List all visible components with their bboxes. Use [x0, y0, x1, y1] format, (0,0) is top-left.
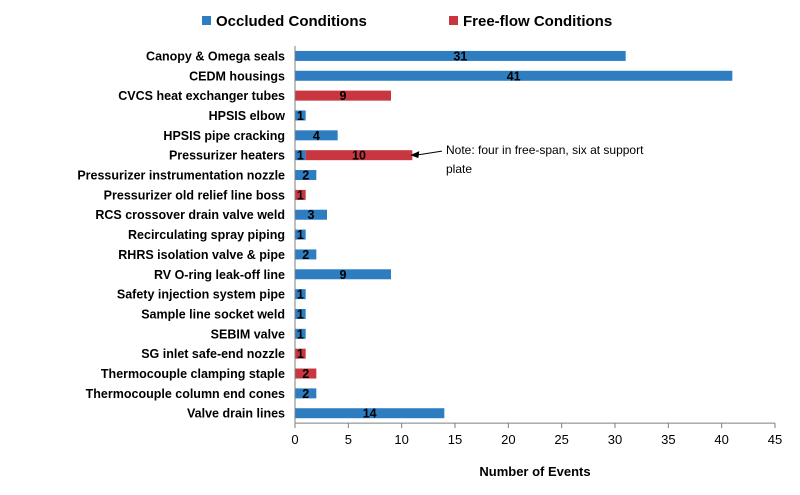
data-label: 41	[507, 69, 521, 83]
bar-free-flow	[295, 348, 306, 359]
category-label: CEDM housings	[189, 69, 285, 83]
x-tick-label: 35	[661, 432, 675, 447]
data-label: 2	[302, 169, 309, 183]
data-label: 2	[302, 367, 309, 381]
data-label: 1	[297, 188, 304, 202]
data-label: 1	[297, 307, 304, 321]
category-label: Pressurizer old relief line boss	[104, 188, 285, 202]
x-axis: 0 5 10 15 20 25 30 35 40 45	[291, 46, 782, 447]
bar-occluded	[295, 308, 306, 319]
category-label: Canopy & Omega seals	[146, 49, 285, 63]
category-labels: Canopy & Omega seals CEDM housings CVCS he…	[77, 49, 285, 420]
bar-occluded	[295, 269, 391, 280]
data-label: 9	[340, 89, 347, 103]
bar-occluded	[295, 150, 306, 161]
x-tick-label: 30	[608, 432, 622, 447]
data-label: 10	[352, 149, 366, 163]
data-label: 1	[297, 109, 304, 123]
data-label: 1	[297, 149, 304, 163]
data-label: 14	[363, 407, 377, 421]
bar-occluded	[295, 229, 306, 240]
category-label: HPSIS elbow	[209, 109, 286, 123]
data-label: 9	[340, 268, 347, 282]
category-label: Valve drain lines	[187, 407, 285, 421]
data-label: 1	[297, 288, 304, 302]
x-tick-label: 45	[768, 432, 782, 447]
bar-occluded	[295, 328, 306, 339]
data-label: 1	[297, 327, 304, 341]
bar-occluded	[295, 50, 626, 61]
bar-occluded	[295, 209, 327, 220]
annotation-line-2: plate	[446, 162, 472, 176]
data-label: 1	[297, 228, 304, 242]
bar-occluded	[295, 388, 317, 399]
bar-occluded	[295, 249, 317, 260]
category-label: RHRS isolation valve & pipe	[118, 248, 285, 262]
bar-occluded	[295, 70, 733, 81]
category-label: SG inlet safe-end nozzle	[141, 347, 285, 361]
category-label: Thermocouple column end cones	[86, 387, 285, 401]
annotation-line-1: Note: four in free-span, six at support	[446, 143, 644, 157]
x-tick-label: 0	[291, 432, 298, 447]
x-tick-label: 5	[345, 432, 352, 447]
x-tick-label: 25	[554, 432, 568, 447]
x-tick-label: 15	[448, 432, 462, 447]
category-label: HPSIS pipe cracking	[163, 129, 285, 143]
bar-occluded	[295, 289, 306, 300]
annotation-arrowhead	[410, 151, 420, 159]
x-tick-label: 10	[394, 432, 408, 447]
bar-free-flow	[295, 189, 306, 200]
data-label: 31	[453, 49, 467, 63]
data-label: 2	[302, 387, 309, 401]
annotation-arrow	[416, 150, 443, 156]
category-label: Thermocouple clamping staple	[101, 367, 285, 381]
bar-occluded	[295, 408, 445, 419]
legend: Occluded Conditions Free-flow Conditions	[202, 13, 612, 30]
category-label: RCS crossover drain valve weld	[95, 208, 285, 222]
legend-swatch-occluded	[202, 16, 211, 25]
legend-swatch-free-flow	[449, 16, 458, 25]
category-label: CVCS heat exchanger tubes	[118, 89, 285, 103]
category-label: RV O-ring leak-off line	[154, 268, 285, 282]
data-label: 4	[313, 129, 320, 143]
x-tick-label: 40	[714, 432, 728, 447]
x-tick-label: 20	[501, 432, 515, 447]
data-label: 2	[302, 248, 309, 262]
category-label: Sample line socket weld	[141, 307, 285, 321]
bar-occluded	[295, 110, 306, 121]
bar-occluded	[295, 170, 317, 181]
category-label: Safety injection system pipe	[117, 288, 285, 302]
bar-free-flow	[295, 368, 317, 379]
data-label: 3	[308, 208, 315, 222]
category-label: Pressurizer heaters	[169, 149, 285, 163]
legend-label-free-flow: Free-flow Conditions	[463, 13, 612, 30]
annotation: Note: four in free-span, six at support …	[410, 143, 644, 176]
category-label: Recirculating spray piping	[128, 228, 285, 242]
bar-free-flow	[305, 150, 413, 161]
bar-occluded	[295, 130, 338, 141]
bar-free-flow	[295, 90, 391, 101]
data-label: 1	[297, 347, 304, 361]
category-label: Pressurizer instrumentation nozzle	[77, 169, 285, 183]
legend-label-occluded: Occluded Conditions	[216, 13, 367, 30]
category-label: SEBIM valve	[211, 327, 285, 341]
x-axis-title: Number of Events	[479, 464, 590, 479]
